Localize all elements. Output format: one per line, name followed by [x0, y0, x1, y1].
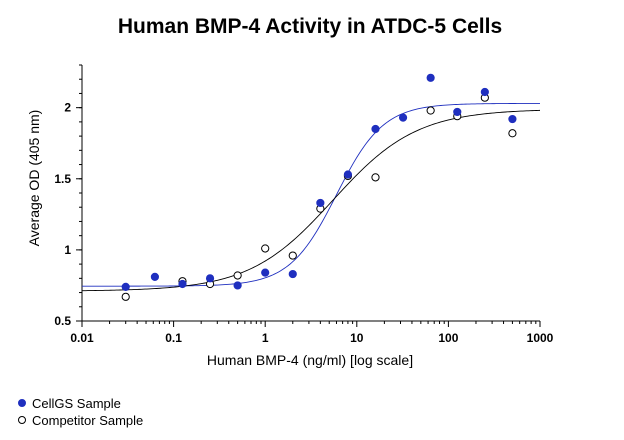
- data-point-cellgs: [508, 114, 517, 124]
- data-point-competitor: [508, 129, 517, 138]
- legend-marker-competitor: [18, 416, 26, 424]
- data-point-competitor: [261, 244, 270, 253]
- y-axis-ticks: 0.5 1 1.5 2: [54, 64, 82, 328]
- data-point-competitor: [426, 106, 435, 115]
- data-point-cellgs: [453, 107, 462, 117]
- data-point-cellgs: [343, 170, 353, 179]
- fit-curve-cellgs: [82, 102, 540, 287]
- y-tick-label: 1: [64, 243, 71, 257]
- x-tick-label: 1000: [527, 331, 554, 345]
- fit-curves: [81, 102, 541, 292]
- data-point-cellgs: [205, 274, 215, 283]
- y-axis-label: Average OD (405 nm): [26, 110, 42, 247]
- chart-title: Human BMP-4 Activity in ATDC-5 Cells: [118, 15, 502, 38]
- data-point-cellgs: [150, 272, 160, 282]
- data-point-cellgs: [371, 124, 380, 134]
- data-point-cellgs: [261, 268, 270, 277]
- data-point-cellgs: [426, 73, 435, 82]
- data-point-cellgs: [121, 282, 130, 291]
- x-tick-label: 0.1: [165, 331, 182, 345]
- y-tick-label: 1.5: [54, 172, 71, 186]
- data-point-cellgs: [288, 269, 297, 279]
- plot-frame: [81, 65, 540, 322]
- data-point-cellgs: [178, 279, 187, 289]
- fit-curve-competitor: [81, 109, 541, 292]
- data-point-cellgs: [398, 113, 408, 122]
- data-point-competitor: [233, 271, 242, 280]
- legend: CellGS Sample Competitor Sample: [18, 396, 143, 428]
- data-point-competitor: [371, 173, 380, 182]
- data-point-cellgs: [316, 198, 325, 208]
- data-points: [121, 73, 517, 301]
- legend-marker-cellgs: [18, 399, 26, 407]
- legend-label-competitor: Competitor Sample: [32, 413, 143, 428]
- data-point-cellgs: [480, 87, 489, 97]
- y-tick-label: 0.5: [54, 314, 71, 328]
- x-axis-ticks: 0.01 0.1 1 10 100 1000: [70, 321, 554, 345]
- legend-label-cellgs: CellGS Sample: [32, 396, 121, 411]
- data-point-cellgs: [233, 281, 242, 290]
- data-point-competitor: [288, 251, 297, 260]
- x-tick-label: 0.01: [70, 331, 94, 345]
- x-axis-label: Human BMP-4 (ng/ml) [log scale]: [207, 352, 413, 368]
- x-tick-label: 1: [262, 331, 269, 345]
- data-point-competitor: [121, 292, 130, 301]
- y-tick-label: 2: [64, 101, 71, 115]
- x-tick-label: 100: [438, 331, 458, 345]
- x-tick-label: 10: [350, 331, 364, 345]
